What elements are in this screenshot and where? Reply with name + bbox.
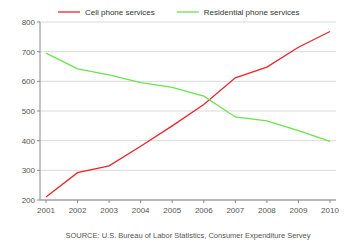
grid-line — [40, 200, 336, 201]
x-tick-label: 2002 — [69, 206, 87, 215]
source-note: SOURCE: U.S. Bureau of Labor Statistics,… — [65, 231, 310, 240]
grid-line — [40, 81, 336, 82]
x-tick-label: 2009 — [290, 206, 308, 215]
grid-line — [40, 140, 336, 141]
x-tick — [77, 200, 78, 203]
x-tick-label: 2005 — [163, 206, 181, 215]
x-tick — [203, 200, 204, 203]
x-tick — [235, 200, 236, 203]
y-tick-label: 200 — [22, 196, 36, 205]
x-tick-label: 2006 — [195, 206, 213, 215]
series-group — [46, 31, 330, 197]
series-line — [46, 53, 330, 141]
x-tick — [330, 200, 331, 203]
y-tick-label: 600 — [22, 77, 36, 86]
x-tick — [46, 200, 47, 203]
x-tick — [298, 200, 299, 203]
x-axis — [40, 200, 336, 201]
y-tick-label: 400 — [22, 137, 36, 146]
x-tick-label: 2010 — [321, 206, 339, 215]
x-tick — [172, 200, 173, 203]
grid-line — [40, 22, 336, 23]
x-tick — [109, 200, 110, 203]
grid-line — [40, 111, 336, 112]
y-tick-label: 800 — [22, 18, 36, 27]
y-tick-label: 300 — [22, 166, 36, 175]
legend-key — [177, 11, 199, 12]
legend-key — [58, 11, 80, 12]
x-tick-label: 2001 — [37, 206, 55, 215]
series-line — [46, 31, 330, 197]
legend-label: Residential phone services — [204, 8, 300, 17]
x-tick-label: 2008 — [258, 206, 276, 215]
y-tick-label: 500 — [22, 107, 36, 116]
x-tick — [266, 200, 267, 203]
x-tick-label: 2007 — [226, 206, 244, 215]
x-tick-label: 2003 — [100, 206, 118, 215]
x-tick — [140, 200, 141, 203]
x-tick-label: 2004 — [132, 206, 150, 215]
chart: 200 300 400 500 600 700 800 2001 2002 2003 2004 200… — [0, 0, 350, 250]
y-tick-label: 700 — [22, 48, 36, 57]
y-axis — [40, 22, 41, 200]
legend-label: Cell phone services — [85, 8, 155, 17]
